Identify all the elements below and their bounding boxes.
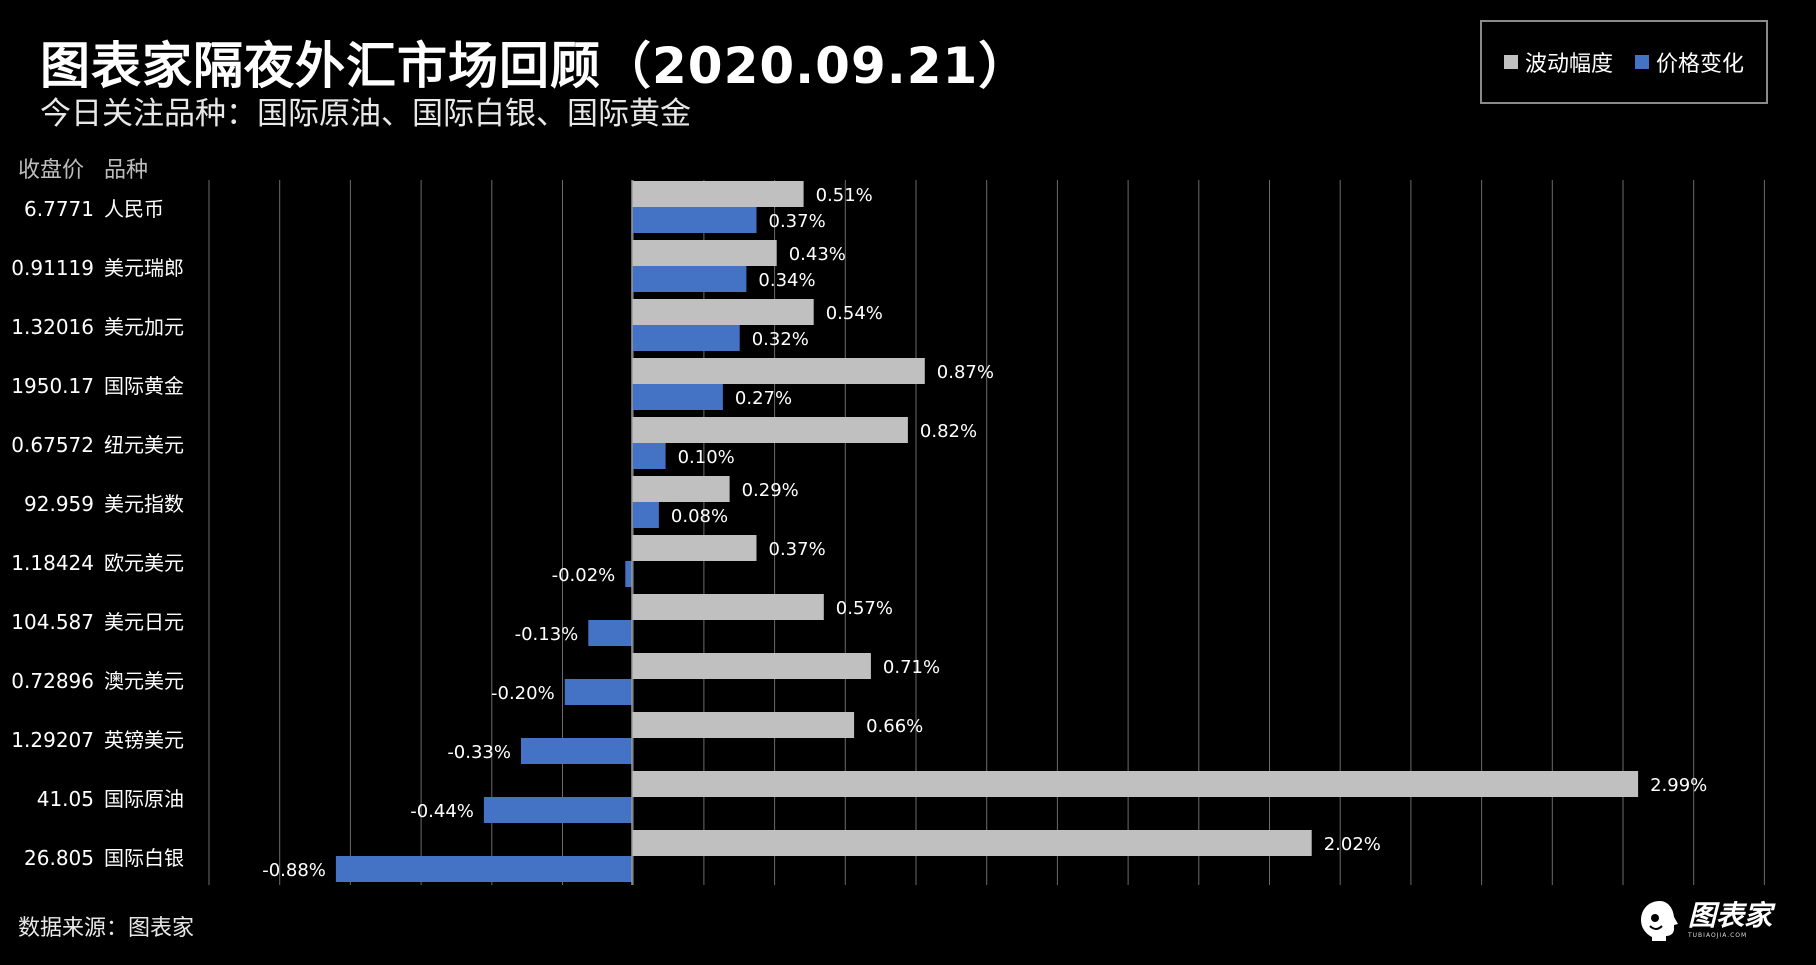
data-label-price-change: 0.27%	[735, 388, 792, 409]
data-label-volatility: 0.43%	[789, 244, 846, 265]
bar-volatility	[632, 653, 871, 679]
data-label-price-change: -0.02%	[552, 565, 616, 586]
data-label-price-change: -0.88%	[262, 860, 326, 881]
legend-swatch-volatility	[1503, 55, 1518, 69]
category-label: 国际黄金	[104, 374, 184, 398]
bar-price-change	[632, 502, 659, 528]
data-label-price-change: -0.44%	[410, 801, 474, 822]
legend-item-volatility: 波动幅度	[1503, 46, 1613, 78]
name-column-header: 品种	[104, 158, 149, 183]
category-label: 美元瑞郎	[104, 256, 184, 280]
category-label: 美元指数	[104, 492, 184, 516]
bar-price-change	[632, 266, 747, 292]
closing-price-label: 6.7771	[24, 197, 94, 221]
bar-price-change	[483, 797, 632, 823]
bar-price-change	[588, 620, 632, 646]
closing-price-label: 1950.17	[11, 374, 94, 398]
bar-price-change	[632, 384, 723, 410]
data-label-volatility: 0.87%	[937, 362, 994, 383]
closing-price-label: 1.32016	[11, 315, 94, 339]
closing-price-label: 0.72896	[11, 669, 94, 693]
data-label-price-change: -0.33%	[447, 742, 511, 763]
category-label: 纽元美元	[104, 433, 184, 457]
data-label-volatility: 0.71%	[883, 657, 940, 678]
data-label-price-change: -0.20%	[491, 683, 555, 704]
bar-price-change	[521, 738, 632, 764]
bar-volatility	[632, 535, 757, 561]
legend-swatch-price-change	[1635, 55, 1649, 69]
category-label: 欧元美元	[104, 551, 184, 575]
closing-price-label: 1.18424	[11, 551, 94, 575]
closing-price-label: 92.959	[24, 492, 94, 516]
data-label-volatility: 0.51%	[816, 185, 873, 206]
bar-price-change	[564, 679, 632, 705]
bar-volatility	[632, 358, 925, 384]
data-source: 数据来源：图表家	[18, 916, 195, 941]
category-label: 美元日元	[104, 610, 184, 634]
logo-subtext: TUBIAOJIA.COM	[1688, 931, 1748, 939]
bar-price-change	[625, 561, 632, 587]
bar-volatility	[632, 771, 1639, 797]
data-label-price-change: -0.13%	[515, 624, 579, 645]
closing-price-label: 1.29207	[11, 728, 94, 752]
category-label: 英镑美元	[104, 728, 184, 752]
legend: 波动幅度 价格变化	[1480, 20, 1768, 104]
legend-item-price-change: 价格变化	[1635, 46, 1744, 78]
category-label: 人民币	[104, 197, 164, 221]
category-label: 国际白银	[104, 846, 184, 870]
data-label-volatility: 0.57%	[836, 598, 893, 619]
data-label-price-change: 0.08%	[671, 506, 728, 527]
data-label-price-change: 0.37%	[769, 211, 826, 232]
logo-text: 图表家	[1688, 898, 1773, 932]
data-label-volatility: 0.54%	[826, 303, 883, 324]
chart-title: 图表家隔夜外汇市场回顾（2020.09.21）	[40, 37, 1030, 95]
logo: 图表家 TUBIAOJIA.COM	[1638, 898, 1772, 942]
bar-price-change	[632, 325, 740, 351]
bar-volatility	[632, 181, 804, 207]
closing-price-label: 41.05	[37, 787, 94, 811]
bar-volatility	[632, 476, 730, 502]
closing-price-label: 0.67572	[11, 433, 94, 457]
bar-price-change	[632, 443, 666, 469]
closing-price-label: 104.587	[11, 610, 94, 634]
closing-price-label: 0.91119	[11, 256, 94, 280]
data-label-volatility: 2.02%	[1324, 834, 1381, 855]
data-label-volatility: 0.66%	[866, 716, 923, 737]
bar-volatility	[632, 830, 1312, 856]
bar-volatility	[632, 417, 908, 443]
bar-volatility	[632, 240, 777, 266]
category-label: 国际原油	[104, 787, 184, 811]
logo-head-icon	[1641, 901, 1678, 941]
data-label-price-change: 0.32%	[752, 329, 809, 350]
chart-subtitle: 今日关注品种：国际原油、国际白银、国际黄金	[40, 96, 691, 132]
bar-volatility	[632, 299, 814, 325]
data-label-price-change: 0.34%	[758, 270, 815, 291]
bar-price-change	[632, 207, 757, 233]
category-label: 澳元美元	[104, 669, 184, 693]
legend-label-price-change: 价格变化	[1656, 52, 1745, 77]
closing-price-label: 26.805	[24, 846, 94, 870]
bar-volatility	[632, 712, 855, 738]
bar-price-change	[335, 856, 632, 882]
bar-volatility	[632, 594, 824, 620]
data-label-volatility: 0.29%	[742, 480, 799, 501]
data-label-volatility: 0.82%	[920, 421, 977, 442]
data-label-price-change: 0.10%	[678, 447, 735, 468]
legend-label-volatility: 波动幅度	[1524, 52, 1613, 77]
data-label-volatility: 2.99%	[1650, 775, 1707, 796]
data-label-volatility: 0.37%	[769, 539, 826, 560]
category-label: 美元加元	[104, 315, 184, 339]
price-column-header: 收盘价	[18, 158, 85, 183]
